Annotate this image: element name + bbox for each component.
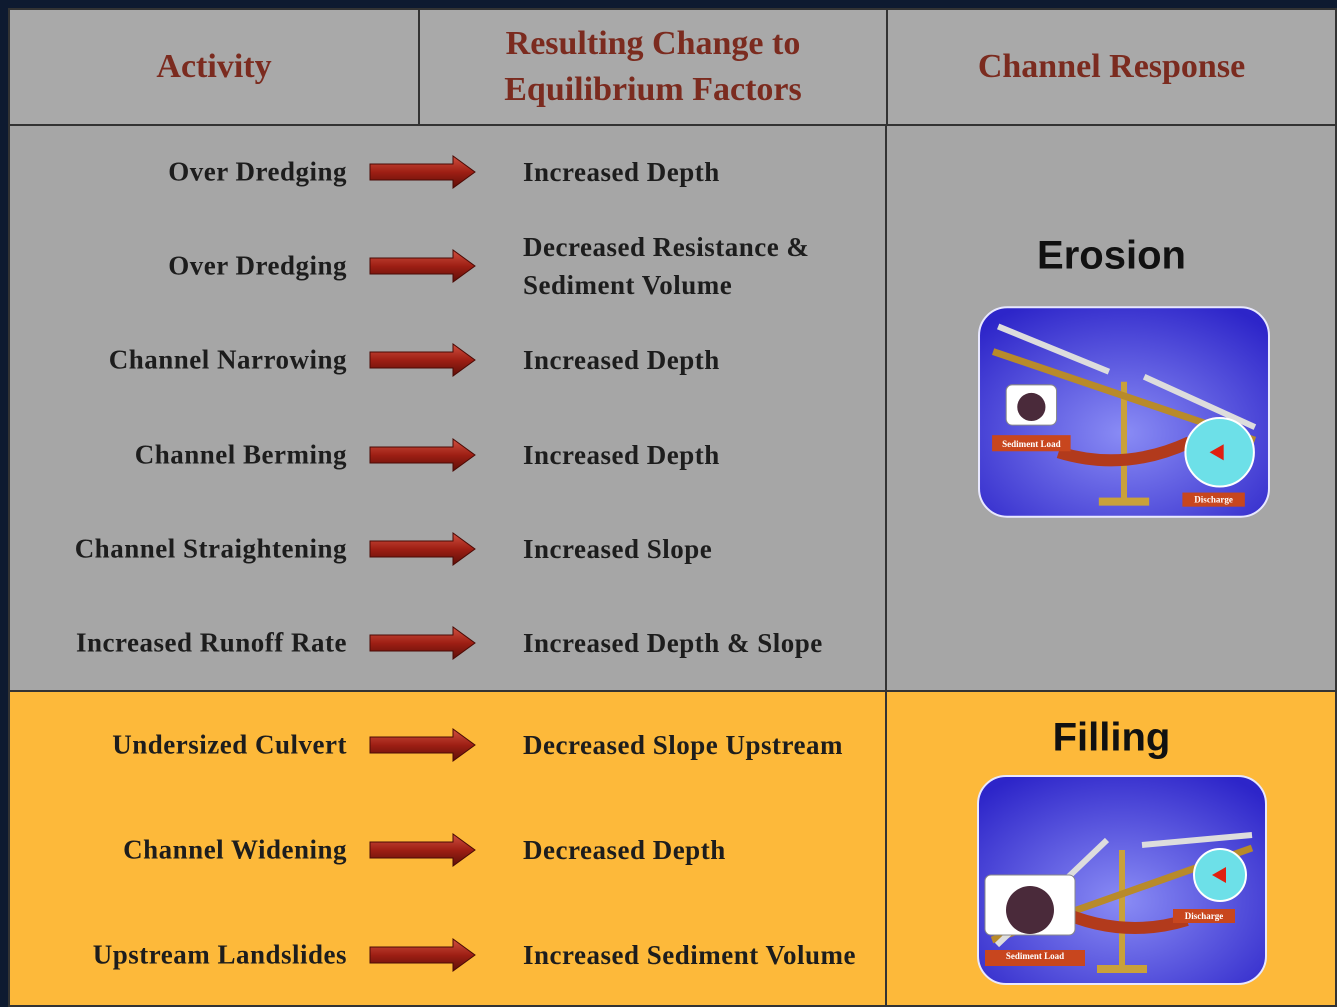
- label-box: [1182, 492, 1245, 507]
- label-box: [1173, 909, 1235, 923]
- activity: Channel Narrowing: [108, 344, 347, 375]
- arrow: [369, 832, 476, 867]
- arrow: [369, 343, 476, 378]
- scale-image: Sediment Load Discharge: [978, 306, 1270, 518]
- change: Decreased Depth: [523, 834, 726, 865]
- arrow: [369, 937, 476, 972]
- activity: Over Dredging: [168, 156, 347, 187]
- activity: Undersized Culvert: [112, 729, 347, 759]
- activity: Channel Berming: [134, 439, 347, 470]
- scale-label: Discharge: [1185, 911, 1224, 921]
- header-change: Resulting Change to Equilibrium Factors: [418, 8, 888, 126]
- change: Increased Depth & Slope: [523, 627, 823, 658]
- arrow: [369, 531, 476, 566]
- column-divider: [885, 124, 887, 1007]
- response: Erosion: [1037, 233, 1186, 278]
- header-response: Channel Response: [886, 8, 1337, 126]
- scale-label: Sediment Load: [1002, 439, 1061, 449]
- arrow: [369, 249, 476, 284]
- change: Increased Sediment Volume: [523, 939, 857, 970]
- change: Increased Depth: [523, 157, 720, 188]
- change: Increased Slope: [523, 533, 713, 564]
- scale-label: Discharge: [1194, 495, 1233, 505]
- activity: Upstream Landslides: [92, 939, 347, 969]
- activity: Channel Straightening: [74, 533, 347, 564]
- change: Increased Depth: [523, 345, 720, 376]
- change: Decreased Resistance & Sediment Volume: [523, 232, 810, 301]
- label-box: [985, 950, 1085, 966]
- label-box: [992, 435, 1071, 452]
- arrow: [369, 727, 476, 762]
- change: Increased Depth: [523, 439, 720, 470]
- header-activity: Activity: [8, 8, 420, 126]
- change: Decreased Slope Upstream: [523, 729, 843, 760]
- scale-label: Sediment Load: [1006, 951, 1064, 961]
- activity: Over Dredging: [168, 250, 347, 281]
- activity: Channel Widening: [123, 834, 347, 864]
- response: Filling: [1052, 715, 1171, 760]
- activity: Increased Runoff Rate: [76, 627, 347, 658]
- scale-image: Sediment Load Discharge: [977, 775, 1267, 985]
- arrow: [369, 625, 476, 660]
- arrow: [369, 437, 476, 472]
- arrow: [369, 155, 476, 190]
